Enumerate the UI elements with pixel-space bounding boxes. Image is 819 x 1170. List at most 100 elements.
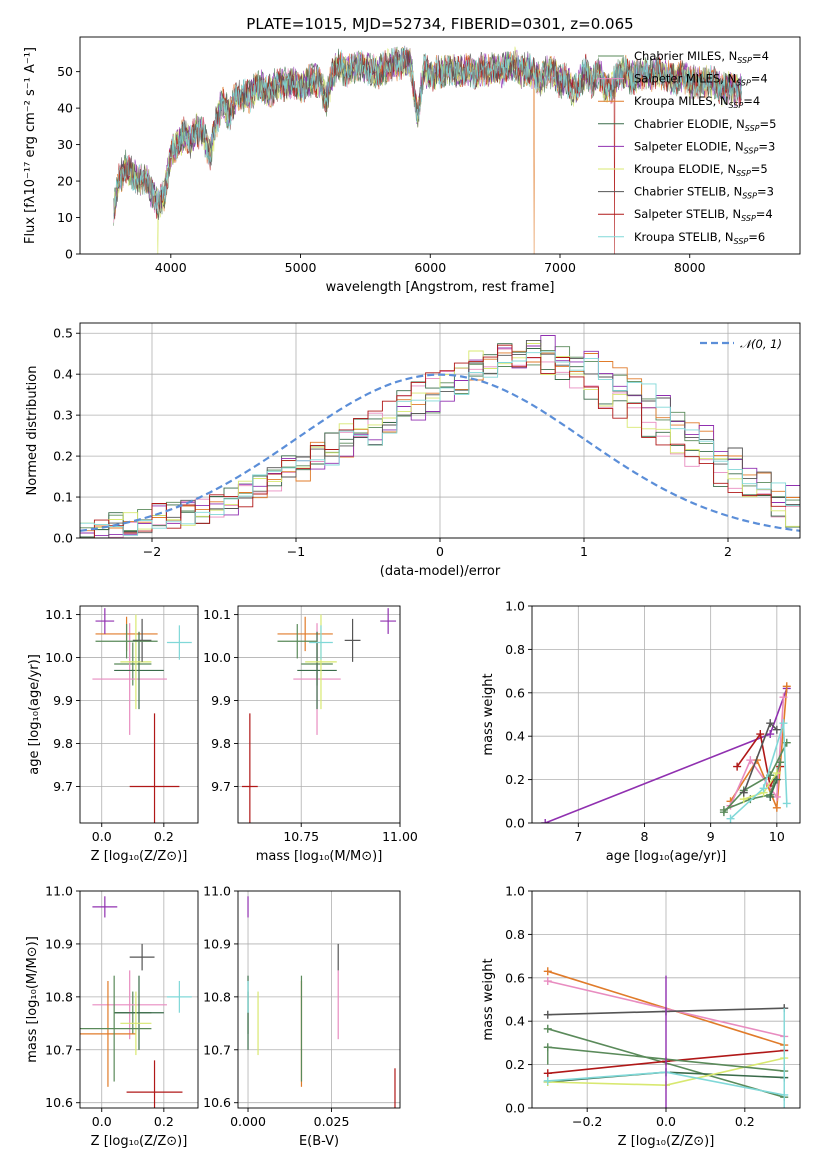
x-tick-label: 0.0 bbox=[92, 1114, 112, 1129]
mass-weight-point bbox=[733, 762, 742, 771]
plot-frame bbox=[531, 605, 801, 824]
x-tick-label: 0 bbox=[436, 544, 444, 559]
x-tick-label: −0.2 bbox=[572, 1114, 602, 1129]
x-tick-label: −1 bbox=[287, 544, 305, 559]
x-axis-label: Z [log₁₀(Z/Z⊙)] bbox=[91, 1134, 188, 1149]
y-axis-label: mass [log₁₀(M/M⊙)] bbox=[25, 936, 40, 1063]
mass-weight-point bbox=[766, 730, 775, 739]
age-vs-metallicity-panel: 0.0 0.2 9.7 9.8 9.9 10.0 10.1 Z [log₁₀(Z/Z⊙)] ag… bbox=[27, 605, 199, 864]
y-tick-label: 9.7 bbox=[53, 779, 73, 794]
y-tick-label: 20 bbox=[57, 174, 73, 189]
y-axis-label: Normed distribution bbox=[25, 366, 40, 496]
x-tick-label: 4000 bbox=[155, 260, 187, 275]
legend-entry: Salpeter MILES, NSSP=4 bbox=[634, 72, 768, 88]
x-tick-label: 0.2 bbox=[154, 829, 174, 844]
x-tick-label: 0.2 bbox=[154, 1114, 174, 1129]
y-tick-label: 0.3 bbox=[53, 408, 73, 423]
x-tick-label: 9 bbox=[707, 829, 715, 844]
mass-weight-point bbox=[543, 967, 552, 976]
mass-weight-point bbox=[766, 719, 775, 728]
mass-vs-metallicity-panel: 0.0 0.2 10.6 10.7 10.8 10.9 11.0 Z [log₁₀(Z/Z⊙)… bbox=[25, 884, 199, 1149]
y-tick-label: 0.0 bbox=[505, 1101, 525, 1116]
y-tick-label: 11.0 bbox=[203, 884, 231, 899]
spectrum-series-line bbox=[113, 45, 742, 220]
x-tick-label: 11.00 bbox=[382, 829, 418, 844]
mass-weight-point bbox=[543, 1076, 552, 1085]
y-tick-label: 9.9 bbox=[53, 693, 73, 708]
y-tick-label: 0.1 bbox=[53, 490, 73, 505]
plot-frame bbox=[237, 890, 401, 1109]
mass-weight-point bbox=[543, 1010, 552, 1019]
y-axis-label: age [log₁₀(age/yr)] bbox=[27, 654, 42, 775]
mass-weight-point bbox=[543, 1024, 552, 1033]
mass-weight-point bbox=[543, 1069, 552, 1078]
y-tick-label: 10.1 bbox=[45, 607, 73, 622]
y-tick-label: 0.4 bbox=[53, 367, 73, 382]
plot-area bbox=[241, 608, 397, 823]
x-axis-label: (data-model)/error bbox=[380, 564, 501, 579]
plot-frame bbox=[79, 605, 199, 824]
legend-entry: Chabrier MILES, NSSP=4 bbox=[634, 49, 769, 65]
legend-entry: Kroupa STELIB, NSSP=6 bbox=[634, 230, 765, 246]
normal-reference-curve bbox=[80, 373, 800, 532]
x-tick-label: 2 bbox=[724, 544, 732, 559]
x-axis-label: Z [log₁₀(Z/Z⊙)] bbox=[618, 1134, 715, 1149]
plot-frame bbox=[79, 322, 801, 539]
legend-entry: Chabrier ELODIE, NSSP=5 bbox=[634, 117, 776, 133]
y-axis-label: mass weight bbox=[481, 958, 496, 1040]
y-tick-label: 0.8 bbox=[505, 927, 525, 942]
y-tick-label: 0.8 bbox=[505, 642, 525, 657]
y-tick-label: 1.0 bbox=[505, 884, 525, 899]
y-tick-label: 9.8 bbox=[211, 736, 231, 751]
y-tick-label: 10.7 bbox=[203, 1042, 231, 1057]
y-tick-label: 10.7 bbox=[45, 1042, 73, 1057]
mass-weight-series-line bbox=[723, 742, 788, 813]
y-axis-label: Flux [fλ10⁻¹⁷ erg cm⁻² s⁻¹ A⁻¹] bbox=[23, 47, 38, 244]
x-tick-label: 0.0 bbox=[92, 829, 112, 844]
y-tick-label: 10.9 bbox=[45, 936, 73, 951]
y-tick-label: 0 bbox=[65, 247, 73, 262]
y-tick-label: 10.8 bbox=[45, 989, 73, 1004]
y-tick-label: 1.0 bbox=[505, 599, 525, 614]
age-vs-mass-panel: 10.75 11.00 9.7 9.8 9.9 10.0 10.1 mass [log₁₀(M… bbox=[203, 605, 418, 864]
y-tick-label: 0.5 bbox=[53, 326, 73, 341]
x-tick-label: 7000 bbox=[544, 260, 576, 275]
y-tick-label: 40 bbox=[57, 101, 73, 116]
x-axis-label: wavelength [Angstrom, rest frame] bbox=[326, 280, 555, 295]
x-tick-label: 0.025 bbox=[314, 1114, 350, 1129]
plot-area bbox=[541, 682, 791, 823]
mass-weight-series-line bbox=[769, 779, 778, 798]
histogram-series bbox=[80, 351, 800, 538]
x-tick-label: 0.0 bbox=[656, 1114, 676, 1129]
y-tick-label: 0.0 bbox=[53, 531, 73, 546]
y-tick-label: 11.0 bbox=[45, 884, 73, 899]
plot-area bbox=[247, 896, 396, 1108]
y-tick-label: 0.4 bbox=[505, 1014, 525, 1029]
mass-weight-point bbox=[782, 799, 791, 808]
mass-weight-point bbox=[541, 819, 550, 823]
mass-weight-point bbox=[772, 775, 781, 784]
mass-weight-series-line bbox=[723, 761, 781, 811]
y-tick-label: 10.0 bbox=[203, 650, 231, 665]
mass-weight-point bbox=[543, 977, 552, 986]
mass-weight-point bbox=[746, 756, 755, 765]
y-tick-label: 0.2 bbox=[53, 449, 73, 464]
legend-entry: Kroupa MILES, NSSP=4 bbox=[634, 94, 760, 110]
y-tick-label: 0.4 bbox=[505, 729, 525, 744]
plot-frame bbox=[79, 890, 199, 1109]
mass-weight-point bbox=[739, 788, 748, 797]
plot-frame bbox=[531, 890, 801, 1109]
mass-weight-point bbox=[719, 805, 728, 814]
y-tick-label: 10.9 bbox=[203, 936, 231, 951]
legend-entry: Kroupa ELODIE, NSSP=5 bbox=[634, 162, 768, 178]
legend-entry: 𝒩(0, 1) bbox=[740, 337, 782, 351]
plot-area bbox=[80, 335, 800, 538]
x-tick-label: 0.000 bbox=[230, 1114, 266, 1129]
plot-frame bbox=[237, 605, 401, 824]
y-tick-label: 9.7 bbox=[211, 779, 231, 794]
mass-weight-point bbox=[759, 784, 768, 793]
histogram-series bbox=[80, 344, 800, 538]
mass-weight-point bbox=[766, 792, 775, 801]
mass-weight-point bbox=[726, 814, 735, 823]
y-tick-label: 9.9 bbox=[211, 693, 231, 708]
